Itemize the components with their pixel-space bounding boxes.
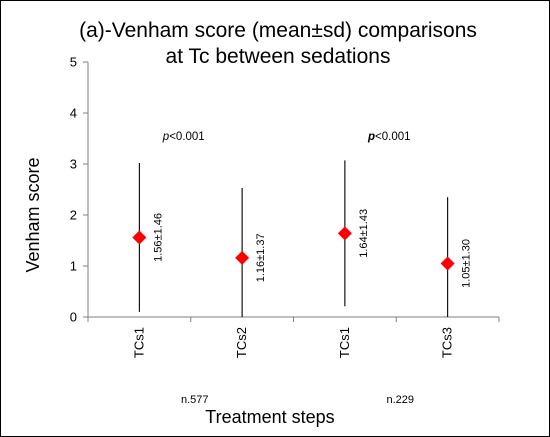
mean-marker [440,256,455,271]
y-tick-label: 0 [70,310,77,325]
p-value-label: p<0.001 [162,131,205,143]
x-axis-label: Treatment steps [205,407,334,427]
p-value-text: <0.001 [375,131,411,143]
p-value-label: p<0.001 [367,131,411,143]
y-axis-label: Venham score [23,157,43,272]
x-category-label: TCs2 [234,327,249,358]
data-label: 1.64±1.43 [358,209,370,258]
sample-size-label: n.229 [386,394,414,406]
y-tick-label: 2 [70,208,77,223]
data-label: 1.56±1.46 [152,213,164,262]
x-category-label: TCs1 [337,327,352,358]
mean-marker [337,226,352,241]
p-value-text: <0.001 [169,131,205,143]
y-tick-label: 3 [70,157,77,172]
chart-title-line-1: (a)-Venham score (mean±sd) comparisons [79,19,477,42]
x-category-label: TCs1 [131,327,146,358]
x-axis: TCs1 TCs2 TCs1 TCs3 [87,316,500,358]
y-tick-label: 4 [70,106,77,121]
sample-size-label: n.577 [181,394,209,406]
p-value-prefix: p [162,131,170,143]
mean-marker [132,230,147,245]
data-label: 1.05±1.30 [461,239,473,288]
data-label: 1.16±1.37 [255,233,267,282]
y-tick-label: 5 [70,55,77,70]
mean-marker [235,250,250,265]
chart-title-line-2: at Tc between sedations [166,45,391,68]
data-series: 1.56±1.46 1.16±1.37 1.64±1.43 1.05±1.30 [132,160,473,317]
p-value-prefix: p [367,131,375,143]
y-axis: 0 1 2 3 4 5 [70,55,89,325]
x-category-label: TCs3 [440,327,455,358]
y-tick-label: 1 [70,259,77,274]
